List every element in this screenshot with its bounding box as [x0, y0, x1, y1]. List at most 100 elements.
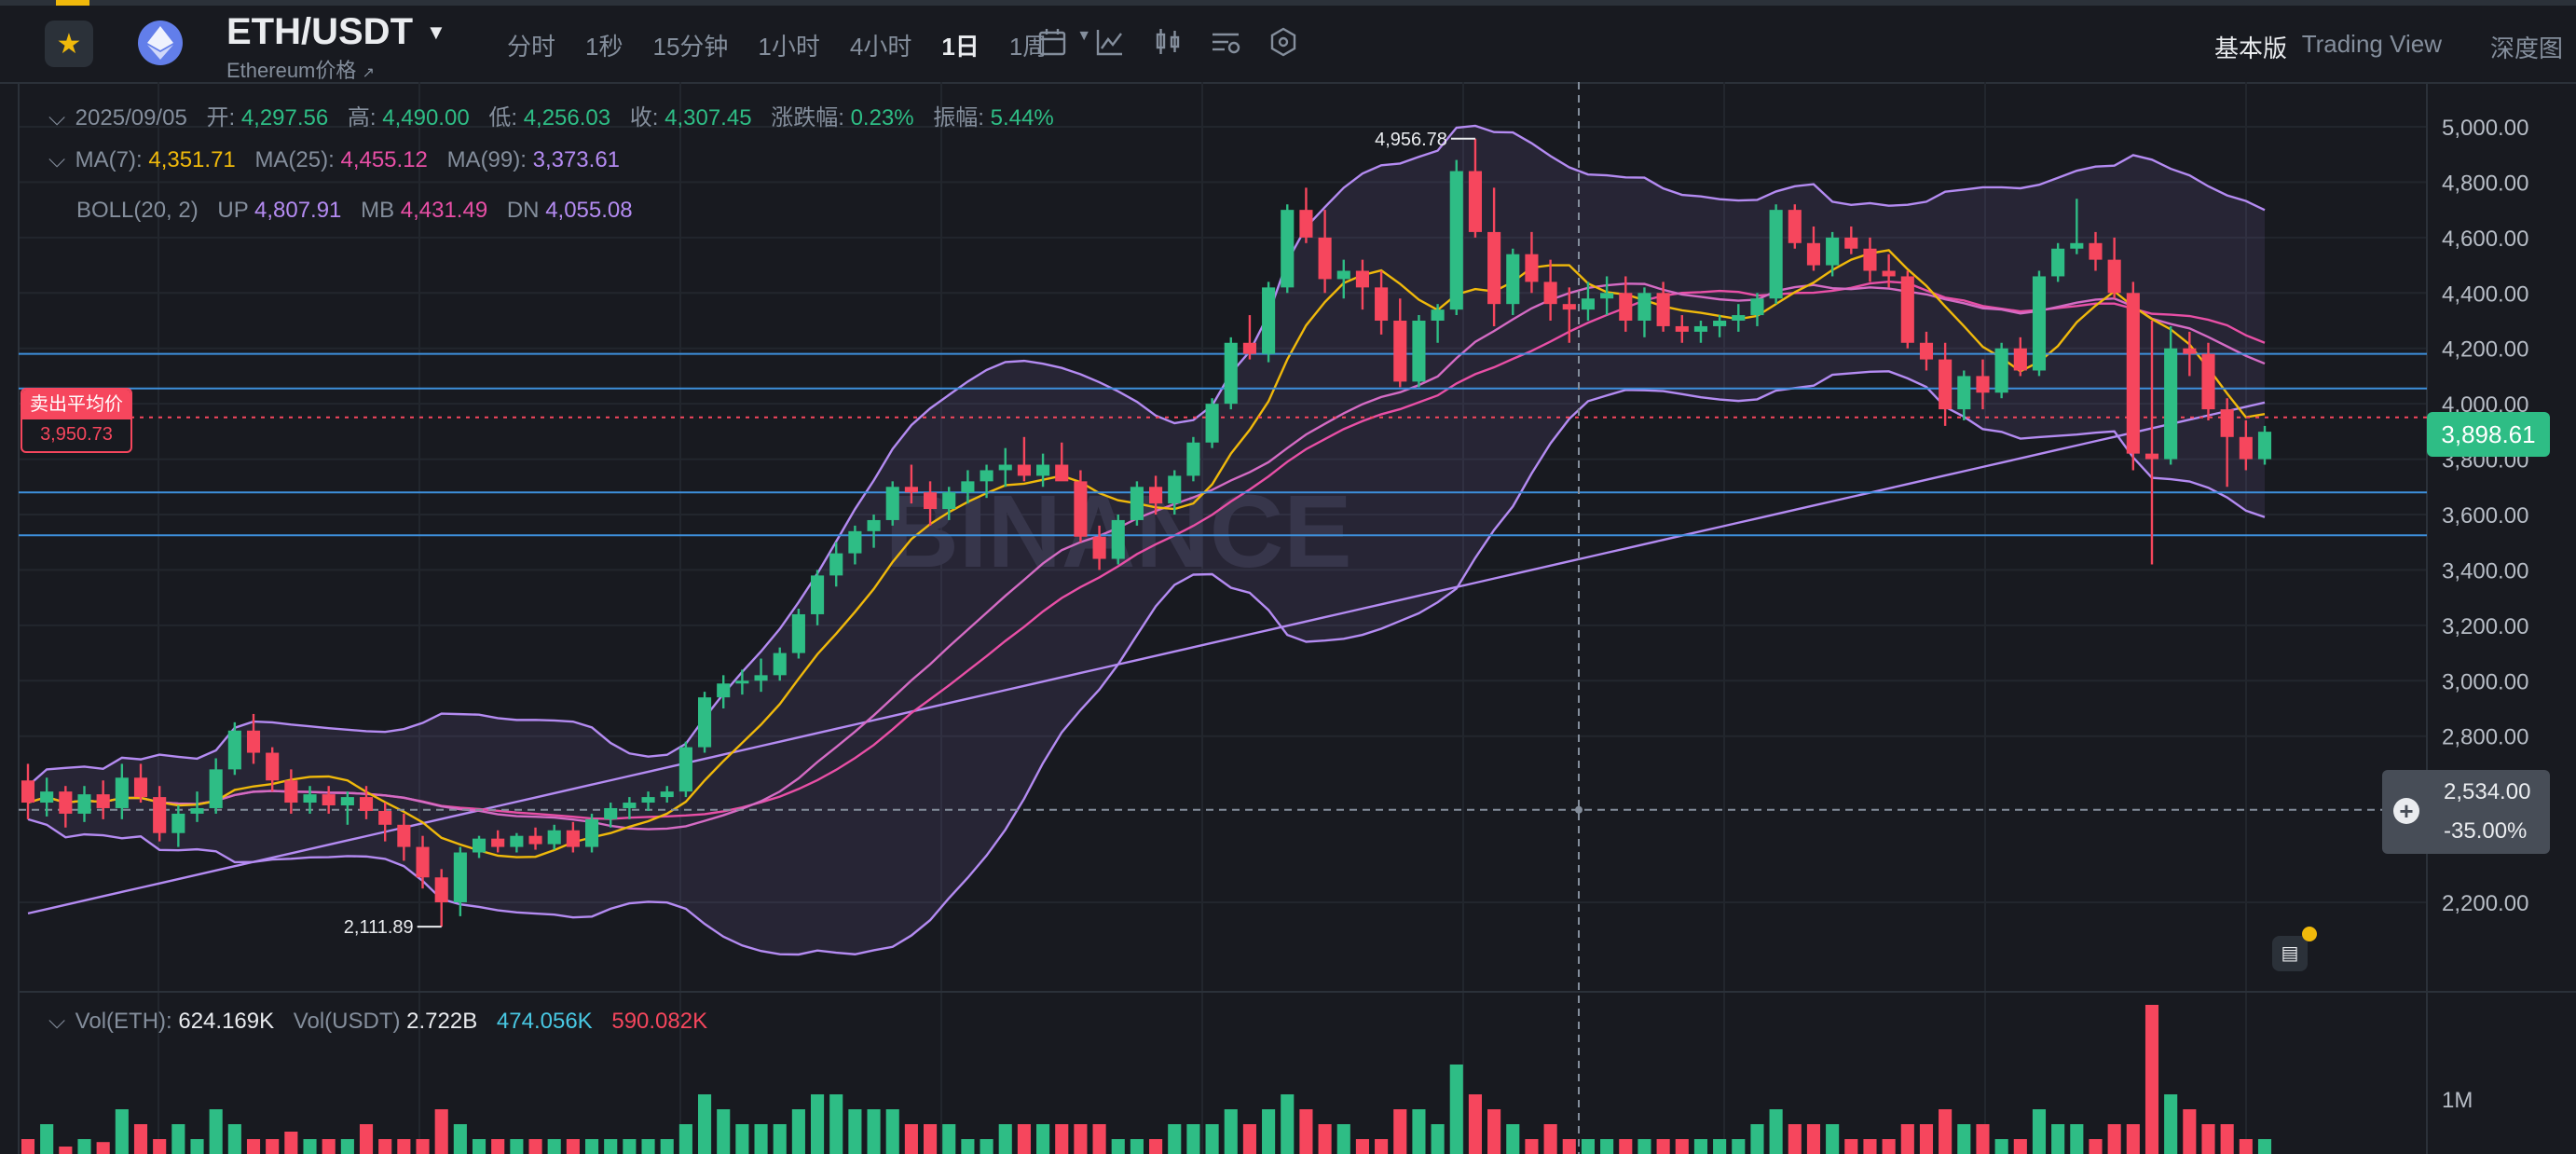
candle-body[interactable] — [2257, 432, 2272, 460]
candle-body[interactable] — [848, 530, 862, 554]
candle-body[interactable] — [2164, 348, 2178, 460]
more-intervals-caret-icon[interactable]: ▼ — [1076, 28, 1092, 44]
candle-body[interactable] — [340, 797, 354, 805]
interval-tab[interactable]: 分时 — [507, 33, 556, 61]
add-alert-icon[interactable]: + — [2393, 798, 2419, 824]
candle-body[interactable] — [115, 777, 129, 808]
candle-body[interactable] — [1656, 293, 1670, 326]
candle-body[interactable] — [510, 835, 524, 847]
candle-body[interactable] — [1957, 376, 1971, 410]
candle-body[interactable] — [1637, 293, 1651, 321]
candle-body[interactable] — [1713, 321, 1727, 326]
candle-body[interactable] — [1092, 536, 1106, 559]
star-icon[interactable]: ★ — [45, 21, 93, 67]
candle-body[interactable] — [1111, 519, 1125, 559]
candle-body[interactable] — [434, 877, 448, 902]
candle-body[interactable] — [1844, 237, 1858, 249]
candle-body[interactable] — [1919, 342, 1934, 360]
interval-tab[interactable]: 4小时 — [849, 33, 912, 61]
candle-body[interactable] — [942, 492, 956, 510]
candle-body[interactable] — [1882, 270, 1896, 277]
candle-body[interactable] — [1186, 442, 1200, 476]
candle-body[interactable] — [284, 780, 298, 804]
candle-body[interactable] — [1205, 404, 1219, 443]
candle-body[interactable] — [885, 487, 899, 520]
candle-body[interactable] — [1769, 210, 1783, 299]
candle-body[interactable] — [1281, 210, 1295, 288]
candle-body[interactable] — [2201, 353, 2215, 410]
candle-body[interactable] — [528, 835, 542, 845]
candle-body[interactable] — [359, 797, 374, 811]
candle-body[interactable] — [584, 818, 599, 847]
candle-body[interactable] — [1994, 348, 2008, 393]
candle-body[interactable] — [1262, 287, 1276, 354]
candle-body[interactable] — [416, 846, 430, 878]
sell-average-tag[interactable]: 卖出平均价 3,950.73 — [21, 388, 132, 453]
candle-body[interactable] — [1036, 464, 1050, 476]
candle-body[interactable] — [1431, 309, 1445, 321]
candle-body[interactable] — [453, 852, 467, 902]
calendar-icon[interactable] — [1036, 26, 1068, 58]
candle-body[interactable] — [1732, 315, 1746, 321]
candle-body[interactable] — [717, 683, 731, 698]
candle-body[interactable] — [77, 794, 91, 814]
indicator-icon[interactable] — [1094, 26, 1126, 58]
candle-body[interactable] — [378, 810, 392, 825]
candle-body[interactable] — [153, 797, 167, 833]
candle-body[interactable] — [40, 791, 54, 804]
candle-body[interactable] — [96, 794, 110, 808]
dropdown-caret-icon[interactable]: ▼ — [426, 20, 446, 44]
coin-price-link[interactable]: Ethereum价格 ↗ — [226, 54, 375, 84]
candle-body[interactable] — [1318, 237, 1332, 280]
candle-body[interactable] — [397, 824, 411, 847]
candle-body[interactable] — [1600, 293, 1614, 299]
candle-body[interactable] — [1130, 487, 1144, 520]
candle-body[interactable] — [867, 519, 881, 531]
candle-body[interactable] — [133, 777, 148, 798]
candle-body[interactable] — [2070, 242, 2084, 249]
candle-body[interactable] — [2032, 276, 2047, 371]
candle-body[interactable] — [604, 807, 618, 819]
candle-type-icon[interactable] — [1152, 26, 1184, 58]
settings-list-icon[interactable] — [1210, 26, 1241, 58]
candle-body[interactable] — [1675, 325, 1689, 332]
interval-tab[interactable]: 1秒 — [585, 33, 623, 61]
view-basic[interactable]: 基本版 — [2213, 34, 2287, 62]
candle-body[interactable] — [697, 697, 712, 748]
candle-body[interactable] — [2239, 436, 2253, 460]
candle-body[interactable] — [1149, 487, 1163, 504]
candle-body[interactable] — [227, 730, 241, 770]
candle-body[interactable] — [2126, 293, 2140, 454]
candle-body[interactable] — [2089, 242, 2103, 260]
candle-body[interactable] — [1224, 342, 1238, 405]
candle-body[interactable] — [1242, 342, 1256, 354]
crosshair-price-box[interactable]: + 2,534.00 -35.00% — [2382, 770, 2550, 854]
candle-body[interactable] — [266, 752, 280, 781]
candle-body[interactable] — [1543, 282, 1557, 305]
candle-body[interactable] — [209, 769, 223, 808]
candle-body[interactable] — [190, 807, 204, 814]
candle-body[interactable] — [1750, 298, 1764, 316]
collapse-chevron-icon[interactable]: ⌵ — [48, 147, 66, 172]
candle-body[interactable] — [1863, 248, 1877, 271]
candle-body[interactable] — [1393, 321, 1407, 382]
view-depth[interactable]: 深度图 — [2489, 34, 2563, 62]
candle-body[interactable] — [1939, 359, 1953, 410]
candle-body[interactable] — [1619, 293, 1633, 321]
view-tradingview[interactable]: Trading View — [2301, 30, 2442, 58]
candle-body[interactable] — [1487, 231, 1501, 305]
candle-body[interactable] — [660, 791, 674, 798]
candle-body[interactable] — [1449, 171, 1463, 310]
candle-body[interactable] — [491, 838, 505, 847]
candle-body[interactable] — [2144, 453, 2159, 460]
candle-body[interactable] — [1506, 254, 1520, 305]
candle-body[interactable] — [566, 830, 580, 847]
candle-body[interactable] — [2051, 248, 2065, 277]
candle-body[interactable] — [303, 794, 317, 804]
candle-body[interactable] — [829, 553, 843, 576]
candle-body[interactable] — [2107, 259, 2121, 294]
candle-body[interactable] — [1468, 171, 1482, 232]
candle-body[interactable] — [678, 747, 692, 792]
candle-body[interactable] — [641, 797, 655, 804]
candle-body[interactable] — [1525, 254, 1539, 282]
